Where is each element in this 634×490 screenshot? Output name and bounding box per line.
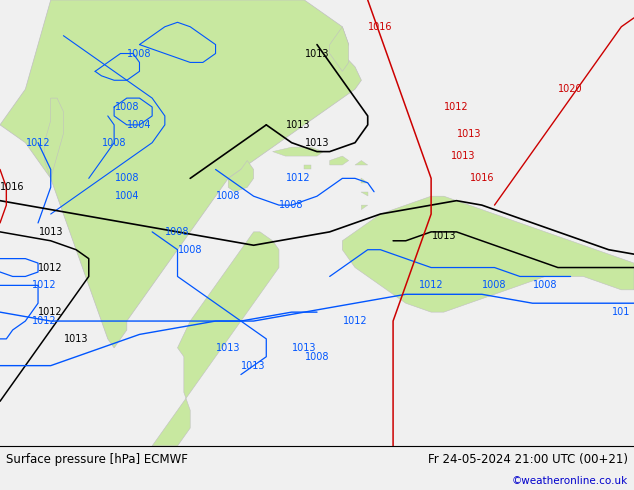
Text: 1012: 1012 <box>444 102 469 112</box>
Polygon shape <box>0 0 361 348</box>
Text: 1013: 1013 <box>305 138 329 147</box>
Text: 1008: 1008 <box>216 191 240 201</box>
Text: Fr 24-05-2024 21:00 UTC (00+21): Fr 24-05-2024 21:00 UTC (00+21) <box>428 453 628 466</box>
Text: 1013: 1013 <box>457 129 481 139</box>
Text: 1013: 1013 <box>64 334 88 344</box>
Text: 1008: 1008 <box>482 280 507 291</box>
Text: 1016: 1016 <box>368 22 392 32</box>
Text: 1008: 1008 <box>533 280 557 291</box>
Polygon shape <box>361 178 368 183</box>
Text: 1008: 1008 <box>115 173 139 183</box>
Text: 1013: 1013 <box>432 231 456 242</box>
Text: 1013: 1013 <box>242 361 266 370</box>
Text: 1008: 1008 <box>165 227 190 237</box>
Text: 1008: 1008 <box>305 352 329 362</box>
Text: 1008: 1008 <box>280 200 304 210</box>
Text: 1013: 1013 <box>39 227 63 237</box>
Text: 1008: 1008 <box>102 138 126 147</box>
Polygon shape <box>44 98 63 178</box>
Text: 1008: 1008 <box>178 245 202 255</box>
Polygon shape <box>330 27 349 72</box>
Text: 1013: 1013 <box>292 343 316 353</box>
Text: 1012: 1012 <box>32 280 56 291</box>
Polygon shape <box>273 147 323 156</box>
Text: 101: 101 <box>612 307 630 317</box>
Text: 1008: 1008 <box>115 102 139 112</box>
Polygon shape <box>355 161 368 165</box>
Text: 1016: 1016 <box>470 173 494 183</box>
Polygon shape <box>342 196 634 312</box>
Polygon shape <box>330 156 349 165</box>
Text: 1013: 1013 <box>216 343 240 353</box>
Text: 1008: 1008 <box>127 49 152 58</box>
Text: 1012: 1012 <box>286 173 310 183</box>
Text: Surface pressure [hPa] ECMWF: Surface pressure [hPa] ECMWF <box>6 453 188 466</box>
Text: 1013: 1013 <box>286 120 310 130</box>
Text: 1012: 1012 <box>26 138 50 147</box>
Text: 1013: 1013 <box>451 151 475 161</box>
Text: 1012: 1012 <box>419 280 443 291</box>
Polygon shape <box>152 232 279 446</box>
Text: 1004: 1004 <box>115 191 139 201</box>
Text: 1004: 1004 <box>127 120 152 130</box>
Text: ©weatheronline.co.uk: ©weatheronline.co.uk <box>512 476 628 486</box>
Text: 1020: 1020 <box>559 84 583 94</box>
Text: 1012: 1012 <box>39 307 63 317</box>
Text: 1012: 1012 <box>32 316 56 326</box>
Text: 1012: 1012 <box>39 263 63 272</box>
Polygon shape <box>361 205 368 210</box>
Polygon shape <box>304 165 311 170</box>
Polygon shape <box>228 161 254 192</box>
Polygon shape <box>361 192 368 196</box>
Text: 1013: 1013 <box>305 49 329 58</box>
Text: 1012: 1012 <box>343 316 367 326</box>
Text: 1016: 1016 <box>1 182 25 192</box>
